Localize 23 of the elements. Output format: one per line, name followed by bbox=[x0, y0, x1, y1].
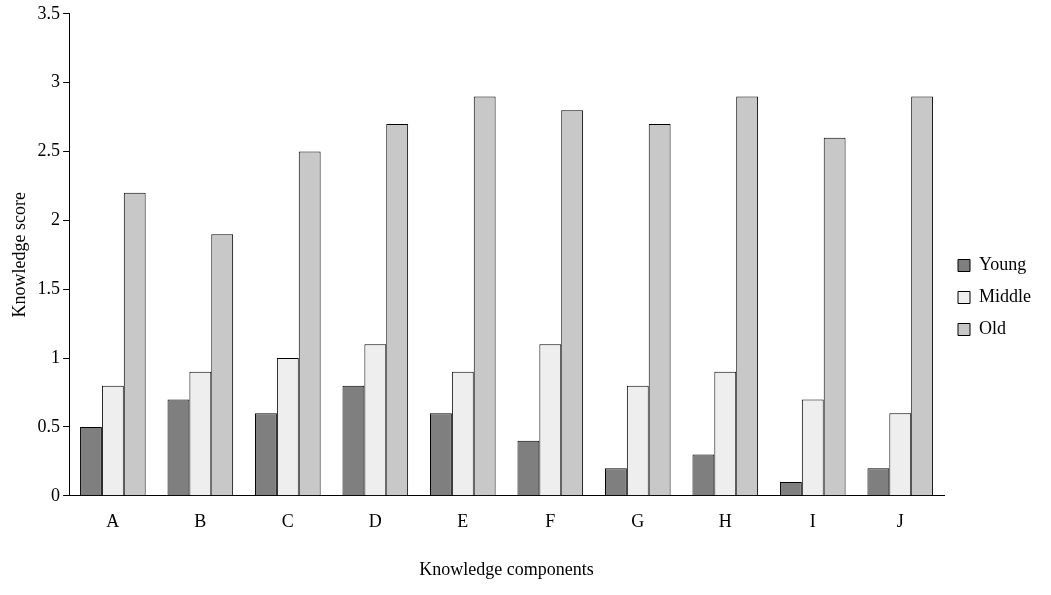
x-tick-label: A bbox=[106, 511, 120, 532]
x-tick-label: I bbox=[809, 511, 816, 532]
legend-label: Middle bbox=[979, 286, 1032, 307]
x-tick-label: J bbox=[896, 511, 904, 532]
legend-label: Old bbox=[979, 318, 1006, 339]
y-tick-label: 0 bbox=[51, 484, 61, 505]
x-tick-label: C bbox=[281, 511, 294, 532]
x-tick-label: H bbox=[718, 511, 732, 532]
x-axis-title: Knowledge components bbox=[419, 558, 594, 579]
y-axis-title: Knowledge score bbox=[8, 192, 29, 318]
y-tick-label: 3.5 bbox=[37, 2, 61, 23]
x-tick-label: G bbox=[631, 511, 645, 532]
y-tick-label: 1 bbox=[51, 346, 61, 367]
y-tick-label: 0.5 bbox=[37, 415, 61, 436]
x-tick-label: E bbox=[457, 511, 469, 532]
y-tick-label: 1.5 bbox=[37, 277, 61, 298]
y-tick-label: 3 bbox=[51, 71, 61, 92]
y-tick-label: 2 bbox=[51, 209, 61, 230]
x-tick-label: F bbox=[545, 511, 556, 532]
x-tick-label: D bbox=[368, 511, 382, 532]
legend-label: Young bbox=[979, 254, 1027, 275]
x-tick-label: B bbox=[194, 511, 207, 532]
y-tick-label: 2.5 bbox=[37, 140, 61, 161]
